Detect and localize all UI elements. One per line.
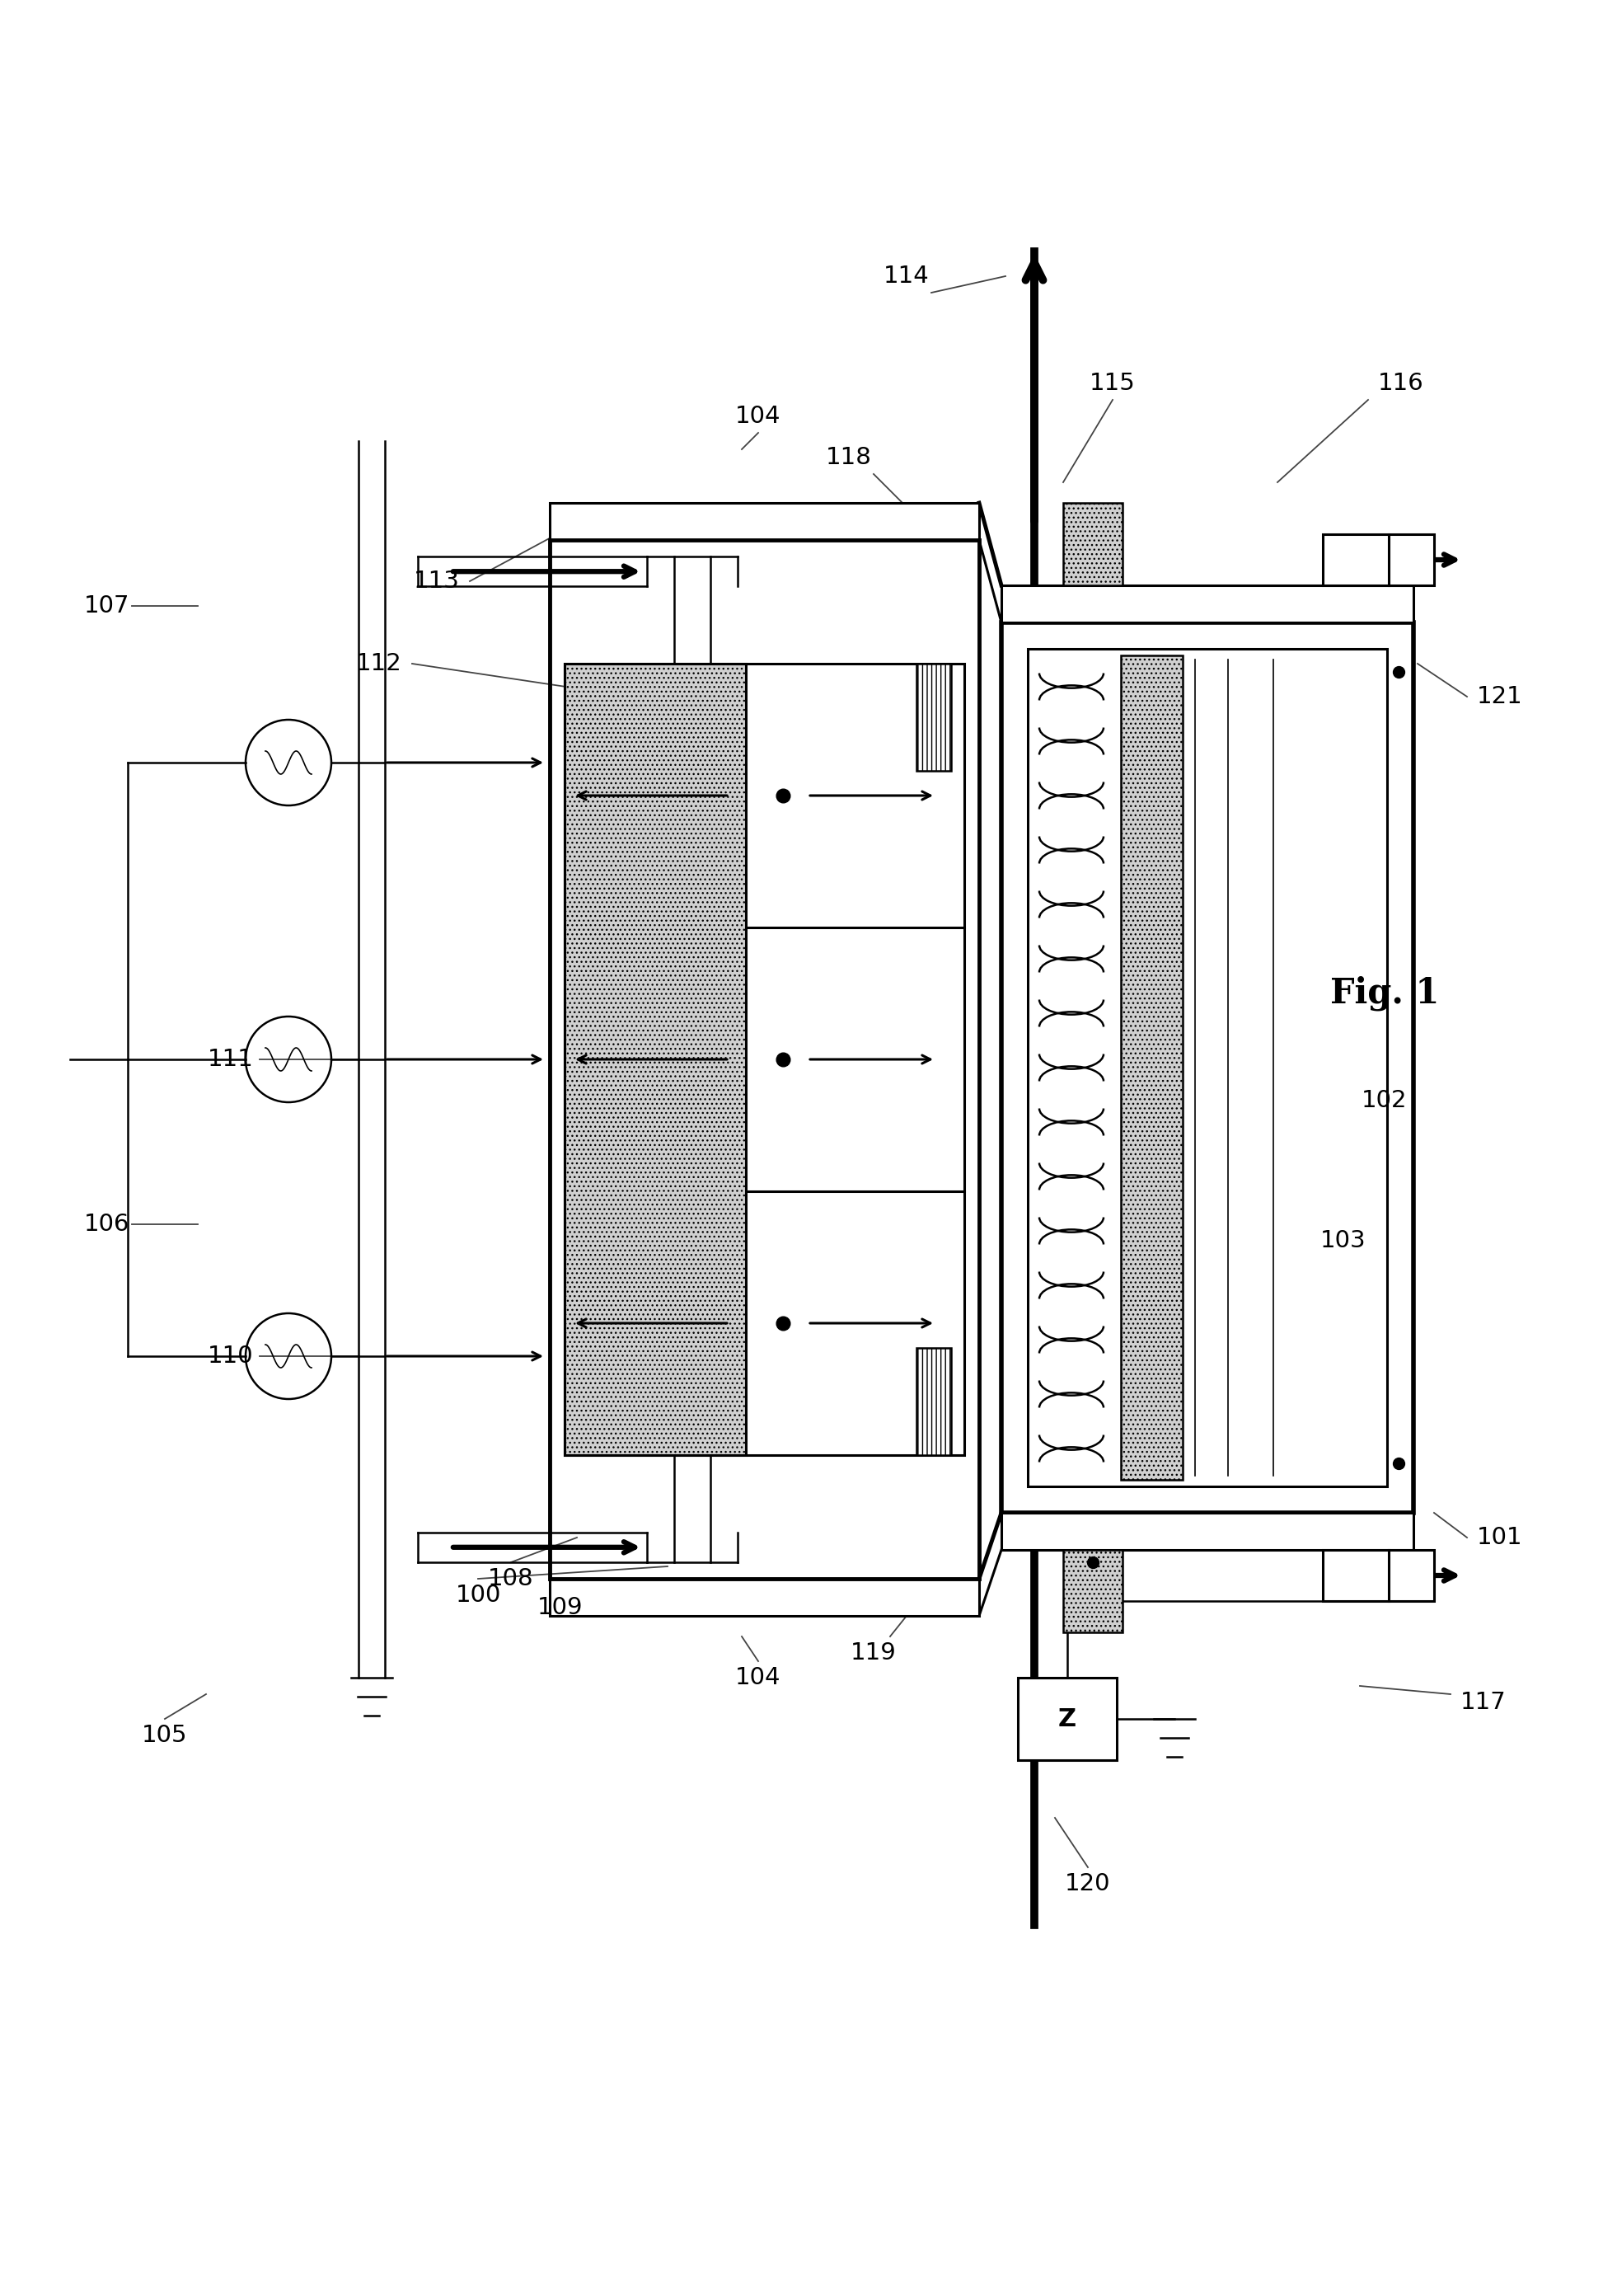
Text: 104: 104	[736, 404, 781, 427]
Text: 110: 110	[208, 1345, 253, 1368]
Bar	[1322, 535, 1388, 585]
Text: 100: 100	[455, 1584, 500, 1607]
Bar	[1322, 1550, 1388, 1600]
Text: 113: 113	[414, 569, 460, 592]
Bar	[1002, 585, 1414, 622]
Bar	[550, 540, 979, 1580]
Text: 118: 118	[826, 445, 872, 468]
Bar	[1388, 1550, 1435, 1600]
Text: Fig. 1: Fig. 1	[1330, 976, 1439, 1010]
Text: 109: 109	[537, 1596, 583, 1619]
Text: 121: 121	[1476, 684, 1523, 707]
Bar	[1063, 503, 1122, 585]
Bar	[564, 664, 745, 1456]
Bar	[1002, 622, 1414, 1513]
Text: 119: 119	[851, 1642, 896, 1665]
Text: 103: 103	[1321, 1228, 1366, 1251]
Text: 107: 107	[85, 595, 130, 618]
Bar	[1120, 654, 1183, 1481]
Text: 114: 114	[883, 264, 930, 287]
Bar	[550, 503, 979, 540]
Text: 101: 101	[1476, 1527, 1523, 1550]
Text: 116: 116	[1379, 372, 1423, 395]
Text: 104: 104	[736, 1667, 781, 1690]
Bar	[1028, 650, 1387, 1486]
Bar	[1388, 535, 1435, 585]
Bar	[550, 1580, 979, 1616]
Text: 117: 117	[1460, 1690, 1507, 1713]
Text: 112: 112	[356, 652, 402, 675]
Text: 120: 120	[1064, 1871, 1111, 1894]
Bar	[1018, 1678, 1117, 1761]
Bar	[917, 1348, 951, 1456]
Text: 106: 106	[85, 1212, 130, 1235]
Bar	[1002, 1513, 1414, 1550]
Text: 102: 102	[1361, 1088, 1407, 1111]
Bar	[917, 664, 951, 771]
Text: 115: 115	[1090, 372, 1135, 395]
Text: Z: Z	[1058, 1706, 1076, 1731]
Text: 108: 108	[487, 1568, 534, 1591]
Text: 105: 105	[143, 1724, 188, 1747]
Bar	[564, 664, 965, 1456]
Text: 111: 111	[208, 1047, 253, 1070]
Bar	[1063, 1550, 1122, 1632]
